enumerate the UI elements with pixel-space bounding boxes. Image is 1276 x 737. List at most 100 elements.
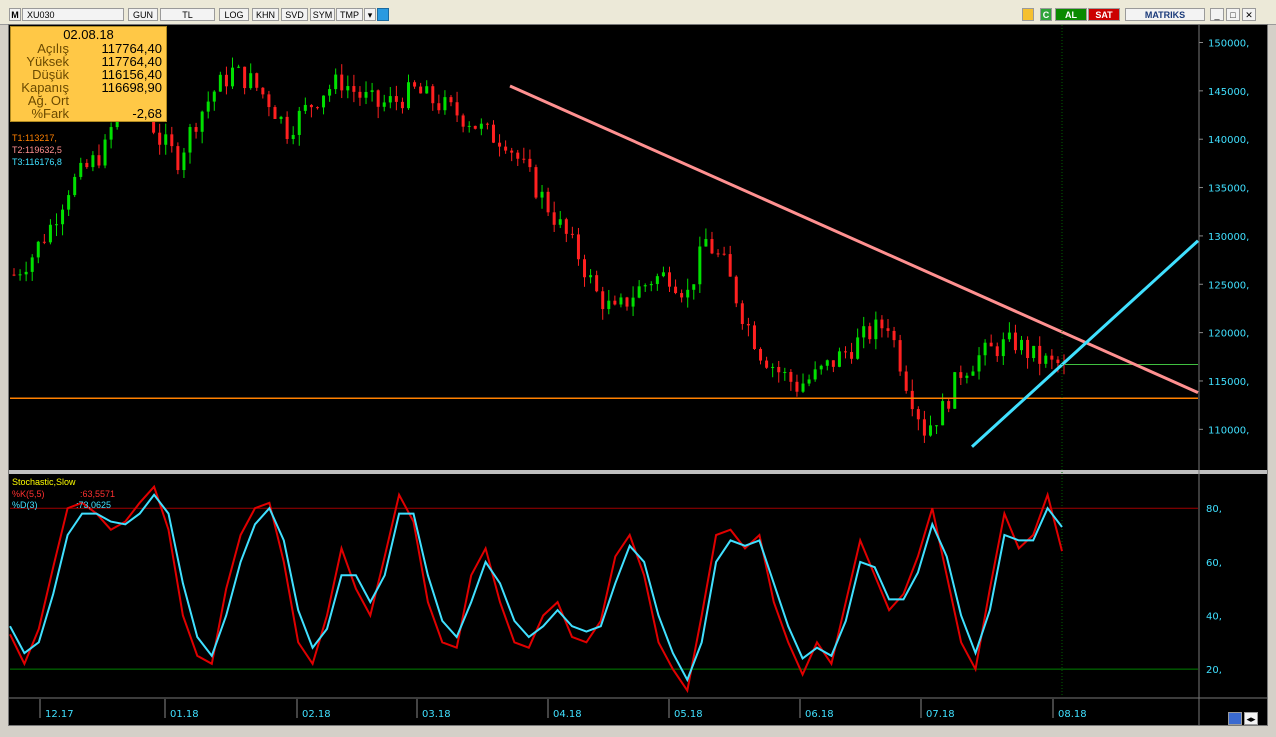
candle-body	[601, 291, 605, 310]
candle-body	[491, 124, 495, 143]
candle-body	[206, 101, 210, 112]
symbol-selector[interactable]: XU030	[22, 8, 124, 21]
refresh-icon[interactable]: C	[1040, 8, 1052, 21]
stochastic-d-line	[9, 493, 1063, 683]
candle-body	[279, 116, 283, 119]
support-trendline	[970, 239, 1200, 448]
candle-body	[322, 95, 326, 108]
candle-body	[552, 212, 556, 225]
candle-body	[261, 87, 265, 95]
candle-body	[813, 369, 817, 380]
candle-body	[170, 134, 174, 147]
candle-body	[297, 110, 301, 135]
candle-body	[837, 351, 841, 367]
candle-body	[680, 293, 684, 298]
candle-body	[273, 107, 277, 119]
candle-body	[746, 323, 750, 326]
time-tick-label: 02.18	[302, 709, 331, 720]
buy-button[interactable]: AL	[1055, 8, 1087, 21]
candle-body	[856, 337, 860, 359]
candle-body	[583, 259, 587, 278]
candle-body	[237, 66, 241, 68]
chart-grid	[9, 25, 1267, 725]
minimize-icon[interactable]: _	[1210, 8, 1224, 21]
svd-button[interactable]: SVD	[281, 8, 308, 21]
candle-body	[309, 104, 313, 108]
dropdown-arrow-icon[interactable]: ▾	[364, 8, 376, 21]
time-tick-label: 04.18	[553, 709, 582, 720]
candle-body	[510, 150, 514, 153]
candle-body	[473, 125, 477, 129]
candle-body	[850, 352, 854, 359]
candle-body	[394, 96, 398, 102]
candle-body	[194, 127, 198, 132]
currency-button[interactable]: TL	[160, 8, 215, 21]
candle-body	[631, 297, 635, 307]
ohlc-info-box: 02.08.18 Açılış 117764,40 Yüksek 117764,40…	[10, 26, 167, 122]
app-logo[interactable]: M	[9, 8, 21, 21]
candle-body	[67, 195, 71, 210]
candle-body	[1007, 332, 1011, 340]
candle-body	[1038, 345, 1042, 364]
nav-arrows-icon[interactable]: ◂▸	[1244, 712, 1258, 725]
candle-body	[218, 74, 222, 92]
log-button[interactable]: LOG	[219, 8, 249, 21]
candle-body	[79, 162, 83, 177]
candle-body	[267, 94, 271, 108]
time-tick-label: 12.17	[45, 709, 74, 720]
info-date: 02.08.18	[63, 27, 114, 42]
candle-body	[637, 286, 641, 298]
chart-frame[interactable]	[8, 24, 1268, 726]
resistance-trendline	[509, 84, 1199, 394]
sell-button[interactable]: SAT	[1088, 8, 1120, 21]
trendline-t3-label: T3:116176,8	[12, 157, 62, 167]
candle-body	[965, 375, 969, 378]
candle-body	[364, 91, 368, 98]
maximize-icon[interactable]: □	[1226, 8, 1240, 21]
candle-body	[607, 300, 611, 310]
info-row-high: Yüksek 117764,40	[26, 54, 162, 69]
candle-body	[898, 340, 902, 372]
candle-body	[983, 342, 987, 356]
candle-body	[625, 297, 629, 307]
sym-button[interactable]: SYM	[310, 8, 335, 21]
candle-body	[698, 246, 702, 285]
candle-body	[1026, 339, 1030, 359]
candle-body	[576, 234, 580, 260]
candle-body	[910, 390, 914, 410]
candle-body	[935, 425, 939, 427]
candle-body	[36, 241, 40, 258]
khn-button[interactable]: KHN	[252, 8, 279, 21]
panel-separator	[9, 470, 1267, 474]
candle-body	[249, 73, 253, 89]
info-row-close: Kapanış 116698,90	[21, 80, 162, 95]
price-tick-label: 145000,	[1208, 87, 1249, 98]
candle-body	[655, 276, 659, 285]
sync-icon[interactable]	[1228, 712, 1242, 725]
candle-body	[759, 348, 763, 361]
candle-body	[722, 253, 726, 255]
pencil-icon[interactable]	[1022, 8, 1034, 21]
candle-body	[443, 97, 447, 111]
price-tick-label: 150000,	[1208, 39, 1249, 50]
candle-body	[1044, 355, 1048, 364]
tmp-button[interactable]: TMP	[336, 8, 363, 21]
candle-body	[303, 104, 307, 111]
period-button[interactable]: GUN	[128, 8, 158, 21]
candle-body	[892, 330, 896, 341]
candle-body	[388, 96, 392, 103]
twitter-icon[interactable]	[377, 8, 389, 21]
candle-body	[947, 401, 951, 409]
close-icon[interactable]: ✕	[1242, 8, 1256, 21]
candles	[12, 57, 1066, 443]
stochastic-panel: 80, 60, 40, 20,	[9, 484, 1222, 694]
candle-body	[437, 103, 441, 111]
candle-body	[516, 152, 520, 159]
candle-body	[224, 74, 228, 87]
candle-body	[425, 86, 429, 94]
candle-body	[704, 239, 708, 247]
time-axis: 12.17 01.18 02.18 03.18 04.18 05.18 06.18 07.18…	[39, 699, 1087, 720]
candle-body	[485, 123, 489, 125]
candle-body	[1013, 332, 1017, 351]
